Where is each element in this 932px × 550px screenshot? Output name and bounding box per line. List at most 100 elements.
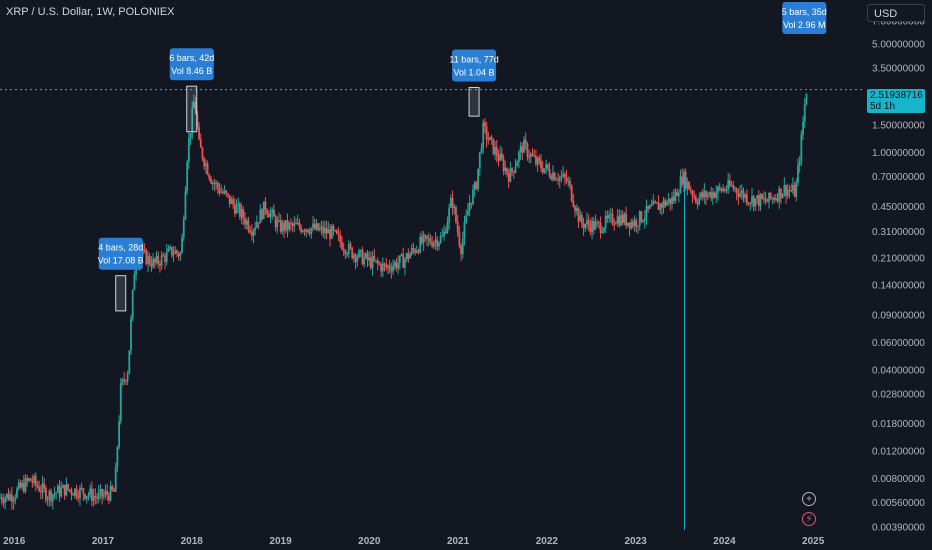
candle-body (421, 236, 423, 244)
candle-body (167, 248, 170, 252)
price-tick-label: 0.45000000 (872, 202, 925, 213)
candle-body (271, 209, 274, 213)
candle-body (53, 493, 56, 495)
candle-body (698, 197, 701, 204)
candle-body (587, 220, 590, 225)
candle-body (155, 255, 158, 263)
candle-body (455, 206, 457, 222)
lightning-icon[interactable]: ⚡ (802, 512, 816, 526)
price-tick-label: 0.14000000 (872, 281, 925, 292)
candle-body (448, 207, 451, 223)
candle-body (150, 263, 153, 267)
candle-body (181, 237, 183, 253)
candle-body (545, 164, 548, 169)
price-axis[interactable]: 7.00000000 5.00000000 3.50000000 1.50000000… (862, 0, 932, 550)
candle-body (344, 250, 347, 255)
candle-body (671, 196, 673, 204)
candle-body (230, 199, 233, 204)
candle-body (586, 220, 588, 225)
candle-body (160, 255, 163, 266)
candle-body (186, 162, 189, 192)
candle-body (327, 229, 330, 234)
candle-body (526, 143, 529, 157)
candle-body (293, 223, 296, 226)
candle-body (608, 214, 610, 219)
candle-body (591, 220, 593, 233)
price-tick-label: 0.31000000 (872, 227, 925, 238)
price-tick-label: 0.01200000 (872, 447, 925, 458)
price-tick-label: 0.70000000 (872, 172, 925, 183)
candle-body (708, 192, 711, 195)
time-tick-label: 2020 (358, 536, 381, 547)
candle-body (310, 228, 313, 234)
candle-body (599, 222, 602, 233)
candle-body (679, 176, 682, 194)
candle-body (247, 220, 250, 231)
candle-body (196, 113, 199, 128)
candle-body (187, 138, 190, 163)
candle-body (218, 187, 221, 193)
candle-body (92, 496, 95, 501)
candle-body (0, 497, 1, 499)
candle-body (684, 171, 687, 189)
candle-body (75, 488, 78, 497)
candle-body (312, 223, 314, 229)
candle-body (65, 484, 68, 496)
candle-body (170, 247, 173, 256)
candle-body (291, 223, 294, 226)
price-tick-label: 0.02800000 (872, 389, 925, 400)
candle-body (633, 220, 636, 227)
range-marker (186, 85, 198, 133)
candle-body (315, 223, 318, 230)
candle-body (727, 180, 730, 190)
candle-body (482, 122, 485, 149)
candle-body (689, 189, 692, 192)
candle-body (126, 373, 129, 381)
candle-body (237, 203, 240, 206)
candle-body (552, 172, 554, 180)
candle-body (252, 230, 255, 236)
candle-body (509, 168, 512, 182)
candle-body (4, 497, 7, 503)
candle-body (802, 121, 804, 135)
candle-body (461, 238, 464, 255)
candle-body (501, 153, 503, 160)
candle-body (439, 236, 442, 243)
candle-body (39, 491, 42, 493)
candle-body (278, 219, 280, 221)
candle-body (346, 254, 348, 256)
candle-body (441, 235, 444, 237)
candle-body (26, 478, 29, 481)
candle-body (347, 244, 350, 255)
candle-body (514, 166, 517, 173)
candle-body (592, 220, 595, 230)
candle-body (480, 148, 483, 153)
candle-body (334, 230, 337, 232)
candle-body (206, 163, 209, 175)
candle-body (371, 256, 374, 268)
candle-body (145, 250, 148, 265)
candle-body (769, 192, 772, 199)
time-axis[interactable]: 2016 2017 2018 2019 2020 2021 2022 2023 2024 2025 (3, 536, 825, 547)
candle-body (2, 500, 5, 503)
candle-body (63, 484, 66, 496)
candle-body (717, 186, 719, 193)
candle-body (317, 223, 320, 231)
candle-body (191, 108, 194, 134)
candle-body (674, 191, 677, 201)
candle-body (580, 214, 583, 224)
candle-body (38, 486, 41, 492)
candle-body (626, 222, 629, 226)
candle-body (324, 227, 326, 234)
candle-body (745, 194, 748, 204)
plus-icon[interactable]: + (802, 492, 816, 506)
candle-body (410, 248, 413, 254)
currency-button[interactable]: USD (867, 4, 925, 22)
candle-body (94, 496, 97, 498)
candle-body (780, 188, 782, 199)
candle-body (701, 192, 704, 198)
candle-body (805, 93, 808, 105)
candle-body (250, 232, 253, 236)
candle-body (11, 494, 13, 502)
